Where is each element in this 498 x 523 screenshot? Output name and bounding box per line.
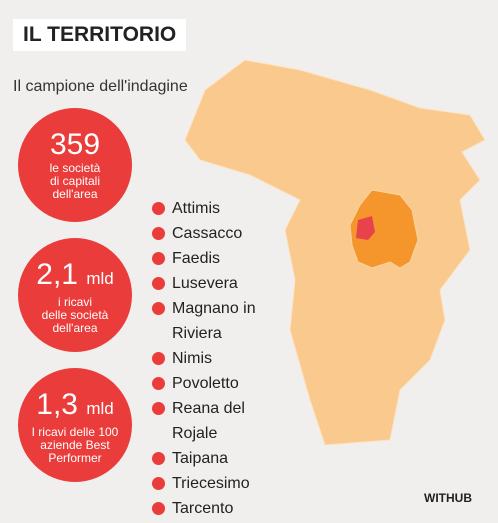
stat-text: Performer — [48, 451, 102, 465]
stat-value-line: 2,1 mld — [18, 258, 132, 296]
stat-text: i ricavi — [57, 295, 92, 309]
municipality-name: Cassacco — [172, 225, 243, 242]
stat-value: 2,1 — [36, 258, 78, 291]
bullet — [152, 502, 165, 515]
bullet — [152, 202, 165, 215]
stat-text: le società — [49, 161, 101, 175]
bullet — [152, 352, 165, 365]
municipality-name: Reana del Rojale — [172, 400, 245, 442]
municipality: Magnano in Riviera — [150, 296, 290, 346]
municipality-name: Lusevera — [172, 275, 238, 292]
stat-text: dell'area — [52, 321, 98, 335]
municipality: Attimis — [150, 196, 290, 221]
stat-unit: mld — [86, 399, 114, 418]
stat-text: delle società — [41, 308, 109, 322]
municipality-name: Attimis — [172, 200, 220, 217]
municipality-name: Tarcento — [172, 500, 234, 517]
stat-text: dell'area — [52, 187, 98, 201]
municipality: Tarcento — [150, 496, 290, 521]
stat-text: I ricavi delle 100 — [31, 425, 119, 439]
bullet — [152, 227, 165, 240]
stat-value: 359 — [49, 128, 101, 161]
municipality: Triecesimo — [150, 471, 290, 496]
stat-text: aziende Best — [40, 438, 110, 452]
stat-value-line: 359 — [18, 128, 132, 162]
municipality-name: Taipana — [172, 450, 229, 467]
stat-circle: 359 le società di capitali dell'area — [18, 108, 132, 222]
municipality: Nimis — [150, 346, 290, 371]
subtitle: Il campione dell'indagine — [13, 78, 188, 95]
stat-text: di capitali — [49, 174, 101, 188]
municipality: Taipana — [150, 446, 290, 471]
municipality-list: Attimis Cassacco Faedis Lusevera Magnano in … — [150, 196, 290, 521]
municipality-name: Povoletto — [172, 375, 239, 392]
bullet — [152, 452, 165, 465]
bullet — [152, 477, 165, 490]
bullet — [152, 302, 165, 315]
municipality-name: Nimis — [172, 350, 212, 367]
municipality: Lusevera — [150, 271, 290, 296]
bullet — [152, 377, 165, 390]
municipality: Faedis — [150, 246, 290, 271]
stat-circle: 2,1 mld i ricavi delle società dell'area — [18, 238, 132, 352]
municipality: Povoletto — [150, 371, 290, 396]
bullet — [152, 252, 165, 265]
stat-value: 1,3 — [36, 388, 78, 421]
region — [184, 59, 486, 446]
focus-area — [356, 216, 375, 240]
municipality: Cassacco — [150, 221, 290, 246]
title: IL TERRITORIO — [13, 19, 187, 51]
study-area — [349, 189, 419, 269]
bullet — [152, 402, 165, 415]
municipality-name: Triecesimo — [172, 475, 250, 492]
municipality-name: Faedis — [172, 250, 221, 267]
stat-unit: mld — [86, 269, 114, 288]
bullet — [152, 277, 165, 290]
municipality-name: Magnano in Riviera — [172, 300, 256, 342]
stat-circle: 1,3 mld I ricavi delle 100 aziende Best Per… — [18, 368, 132, 482]
stat-value-line: 1,3 mld — [18, 388, 132, 426]
credit: WITHUB — [424, 491, 472, 505]
municipality: Reana del Rojale — [150, 396, 290, 446]
